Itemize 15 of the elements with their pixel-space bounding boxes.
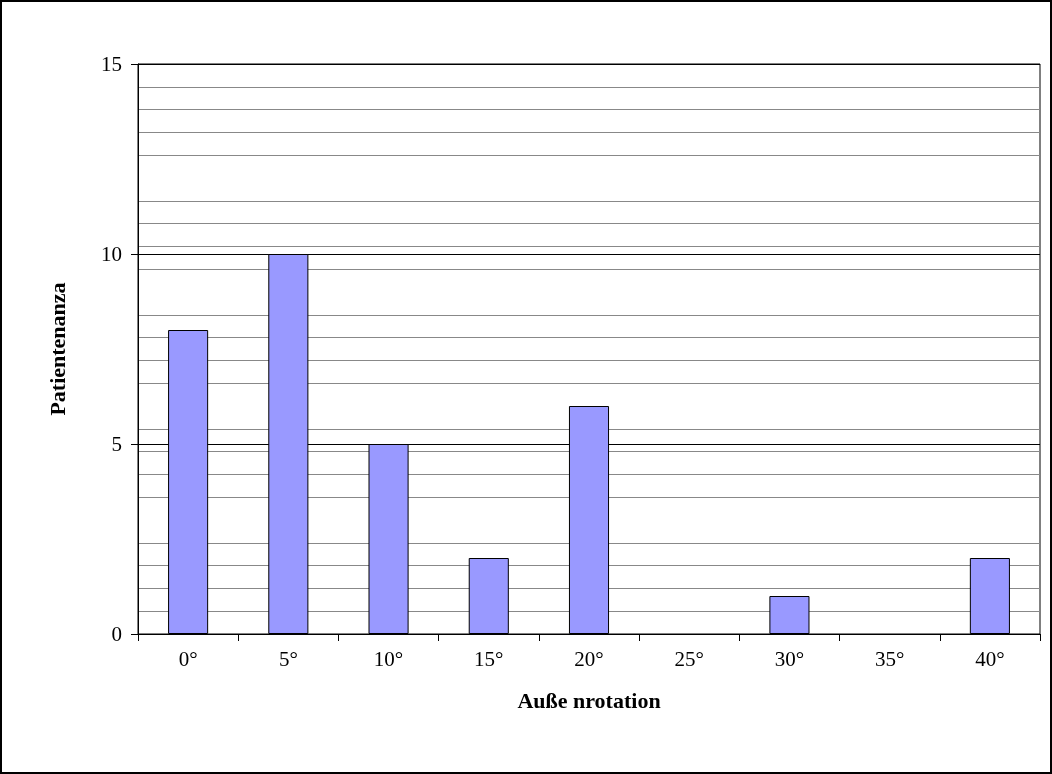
x-tick-label: 10°	[373, 646, 404, 671]
y-tick-label: 10	[101, 242, 122, 266]
x-tick-label: 5°	[278, 646, 298, 671]
y-tick-label: 15	[101, 52, 122, 76]
x-tick-label: 40°	[975, 646, 1005, 671]
x-tick-label: 30°	[774, 646, 805, 671]
y-tick-label: 0	[111, 622, 122, 646]
x-axis-title: Auße nrotation	[517, 687, 661, 713]
y-axis-title: Patientenanza	[44, 282, 70, 416]
x-tick-label: 0°	[178, 646, 198, 671]
y-tick-label: 5	[111, 432, 122, 456]
x-tick-label: 20°	[574, 646, 604, 671]
x-tick-label: 15°	[474, 646, 504, 671]
x-tick-label: 25°	[674, 646, 704, 671]
x-tick-label: 35°	[874, 646, 905, 671]
